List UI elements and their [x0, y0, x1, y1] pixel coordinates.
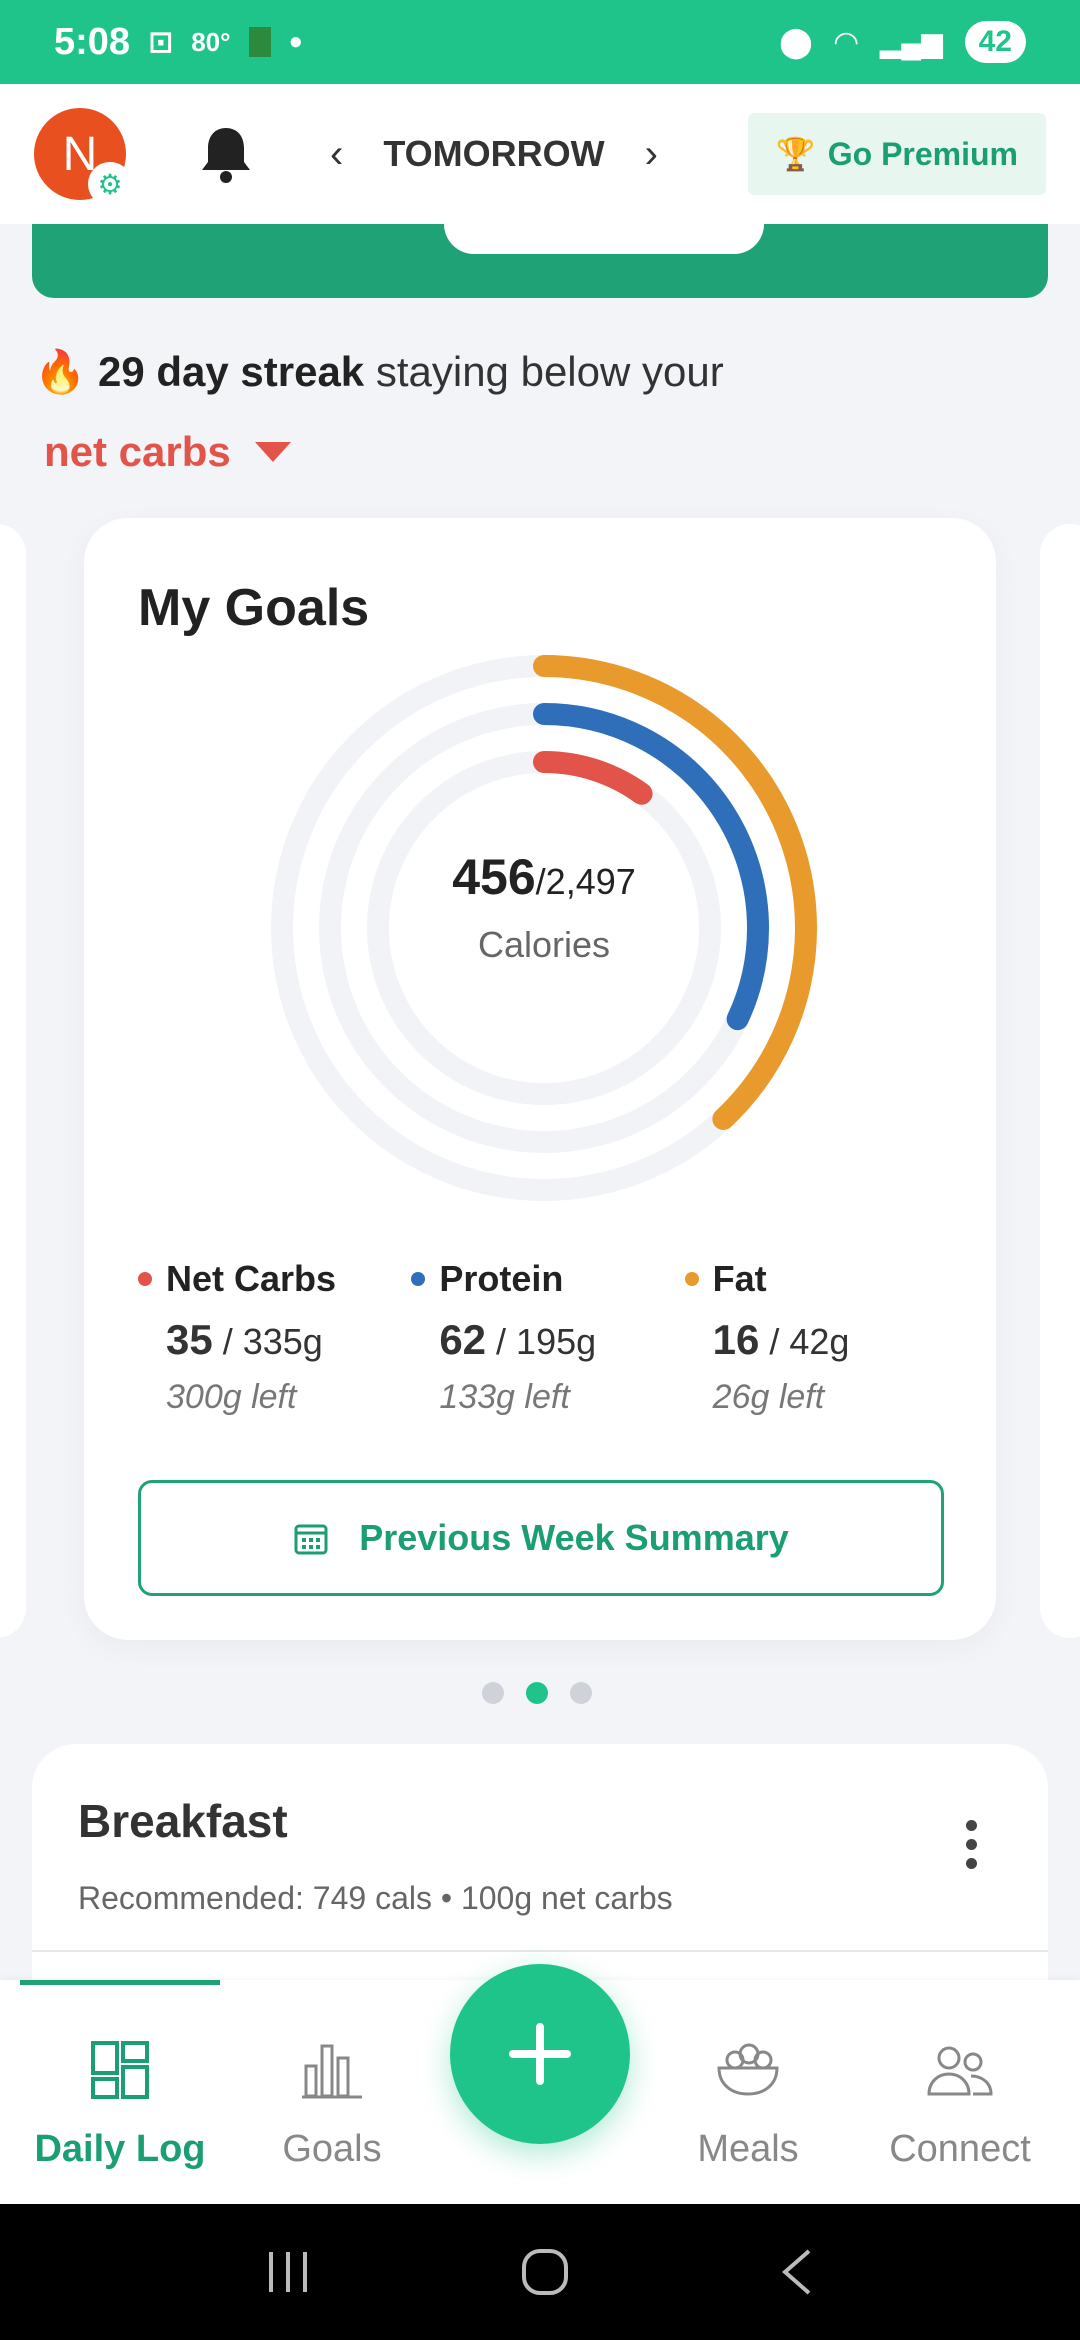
macro-list: Net Carbs 35 / 335g 300g left Protein 62…: [138, 1258, 958, 1417]
date-navigator: ‹ TOMORROW ›: [330, 132, 658, 177]
streak-metric-dropdown[interactable]: net carbs: [44, 428, 291, 476]
previous-week-summary-label: Previous Week Summary: [359, 1517, 789, 1558]
calories-goal: /2,497: [535, 861, 636, 902]
location-icon: ⬤: [779, 25, 813, 59]
banner-pill: [444, 224, 764, 254]
macro-goal: / 42g: [759, 1321, 850, 1362]
calories-summary: 456/2,497 Calories: [264, 848, 824, 966]
more-vertical-icon[interactable]: [966, 1820, 978, 1869]
macro-name: Fat: [712, 1258, 767, 1299]
nav-label: Daily Log: [34, 2128, 206, 2170]
macro-value: 35: [166, 1316, 213, 1363]
calories-value: 456: [452, 849, 536, 905]
protein-dot: [411, 1272, 426, 1286]
fire-icon: 🔥: [34, 348, 87, 395]
my-goals-card: My Goals 456/2,497 Calories Net Carbs 35…: [84, 518, 996, 1640]
previous-week-summary-button[interactable]: Previous Week Summary: [138, 1480, 944, 1596]
trophy-icon: 🏆: [775, 136, 816, 172]
meal-title: Breakfast: [78, 1795, 288, 1847]
bar-chart-icon: [232, 2030, 432, 2110]
carousel-pager: [482, 1682, 592, 1704]
streak-metric-label: net carbs: [44, 428, 231, 475]
add-button[interactable]: [450, 1964, 630, 2144]
status-bar: 5:08 ⊡ 80° ● ⬤ ◠ ▂▄▆ 42: [0, 0, 1080, 84]
macro-name: Net Carbs: [166, 1258, 337, 1299]
nav-connect[interactable]: Connect: [860, 2030, 1060, 2171]
status-time: 5:08: [54, 20, 131, 63]
macro-protein: Protein 62 / 195g 133g left: [411, 1258, 684, 1417]
divider: [32, 1950, 1048, 1952]
battery-indicator: 42: [964, 21, 1026, 63]
system-navigation-bar: [0, 2204, 1080, 2340]
calendar-icon: [294, 1524, 328, 1555]
breakfast-card: Breakfast Recommended: 749 cals • 100g n…: [32, 1744, 1048, 1984]
green-banner[interactable]: [32, 224, 1048, 298]
nav-label: Connect: [889, 2128, 1031, 2170]
macro-remaining: 26g left: [712, 1378, 825, 1416]
macro-remaining: 300g left: [166, 1378, 297, 1416]
carousel-next-card[interactable]: [1040, 524, 1080, 1638]
nav-label: Goals: [282, 2128, 382, 2170]
macro-goal: / 335g: [212, 1321, 323, 1362]
streak-count: 29 day streak: [97, 348, 365, 395]
streak-text: staying below your: [375, 348, 724, 395]
people-icon: [860, 2030, 1060, 2110]
chevron-left-icon[interactable]: ‹: [330, 131, 344, 176]
screenshot-icon: ⊡: [148, 25, 174, 59]
caret-down-icon: [254, 442, 291, 462]
home-icon[interactable]: [520, 2247, 570, 2297]
meal-recommendation: Recommended: 749 cals • 100g net carbs: [78, 1880, 673, 1916]
streak-message: 🔥 29 day streak staying below your: [34, 348, 724, 397]
fat-dot: [684, 1272, 699, 1286]
app-notification-icon: [248, 27, 271, 57]
back-icon[interactable]: [777, 2247, 817, 2297]
avatar[interactable]: N ⚙: [34, 108, 132, 206]
signal-icon: ▂▄▆: [879, 26, 943, 58]
wifi-icon: ◠: [834, 25, 858, 59]
bell-icon[interactable]: [196, 124, 256, 184]
macro-goal: / 195g: [486, 1321, 597, 1362]
nav-goals[interactable]: Goals: [232, 2030, 432, 2171]
salad-bowl-icon: [648, 2030, 848, 2110]
pager-dot-active[interactable]: [526, 1682, 548, 1704]
app-header: N ⚙ ‹ TOMORROW › 🏆 Go Premium: [0, 84, 1080, 224]
nav-label: Meals: [697, 2128, 799, 2170]
net-carbs-dot: [138, 1272, 152, 1286]
dot-icon: ●: [288, 28, 304, 55]
ring-progress-fat: [533, 655, 817, 1130]
macro-value: 62: [439, 1316, 487, 1363]
chevron-right-icon[interactable]: ›: [644, 131, 658, 176]
date-label[interactable]: TOMORROW: [383, 133, 605, 174]
status-temp: 80°: [191, 26, 231, 57]
macro-rings-chart: [271, 655, 817, 1201]
macro-remaining: 133g left: [439, 1378, 570, 1416]
nav-meals[interactable]: Meals: [648, 2030, 848, 2171]
ring-progress-net-carbs: [533, 751, 653, 805]
nav-daily-log[interactable]: Daily Log: [20, 2030, 220, 2171]
go-premium-label: Go Premium: [827, 135, 1018, 172]
active-tab-indicator: [20, 1980, 220, 1985]
calories-label: Calories: [477, 924, 611, 965]
plus-icon: [509, 2023, 571, 2085]
macro-value: 16: [712, 1316, 760, 1363]
card-title: My Goals: [138, 579, 370, 637]
macro-net-carbs: Net Carbs 35 / 335g 300g left: [138, 1258, 411, 1417]
go-premium-button[interactable]: 🏆 Go Premium: [747, 113, 1046, 195]
macro-name: Protein: [439, 1258, 564, 1299]
carousel-prev-card[interactable]: [0, 524, 26, 1638]
pager-dot[interactable]: [482, 1682, 504, 1704]
ring-progress-protein: [533, 703, 769, 1031]
daily-log-icon: [20, 2030, 220, 2110]
gear-icon: ⚙: [88, 162, 132, 206]
pager-dot[interactable]: [570, 1682, 592, 1704]
macro-fat: Fat 16 / 42g 26g left: [684, 1258, 958, 1417]
recent-apps-icon[interactable]: [263, 2250, 313, 2294]
